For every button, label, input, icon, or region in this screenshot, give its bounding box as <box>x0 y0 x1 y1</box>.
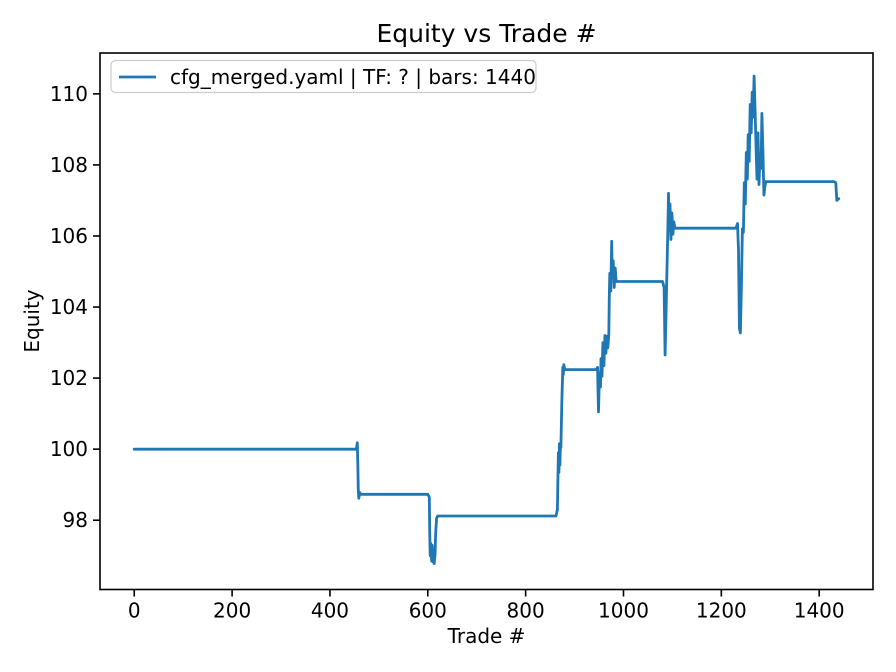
x-tick-label: 1200 <box>696 599 747 623</box>
equity-line <box>132 74 841 565</box>
chart-title: Equity vs Trade # <box>376 19 596 48</box>
x-tick-label: 800 <box>507 599 545 623</box>
legend-label: cfg_merged.yaml | TF: ? | bars: 1440 <box>170 65 536 89</box>
legend-box <box>110 59 537 94</box>
y-tick-label: 102 <box>50 366 88 390</box>
y-tick-label: 106 <box>50 224 88 248</box>
y-tick-label: 108 <box>50 153 88 177</box>
y-tick-label: 104 <box>50 295 88 319</box>
x-tick-label: 0 <box>128 599 141 623</box>
x-axis-label: Trade # <box>447 624 526 648</box>
y-tick-label: 110 <box>50 82 88 106</box>
plot-border <box>99 52 874 591</box>
x-tick-label: 400 <box>311 599 349 623</box>
y-tick-label: 100 <box>50 437 88 461</box>
x-tick-label: 1400 <box>794 599 845 623</box>
x-tick-label: 1000 <box>598 599 649 623</box>
y-axis: 98 100 102 104 106 108 110 <box>50 82 100 532</box>
y-tick-label: 98 <box>63 508 88 532</box>
y-axis-label: Equity <box>20 289 44 352</box>
x-tick-label: 200 <box>213 599 251 623</box>
x-tick-label: 600 <box>409 599 447 623</box>
x-axis: 0 200 400 600 800 1000 1200 1400 <box>128 589 845 623</box>
legend: cfg_merged.yaml | TF: ? | bars: 1440 <box>110 59 537 94</box>
